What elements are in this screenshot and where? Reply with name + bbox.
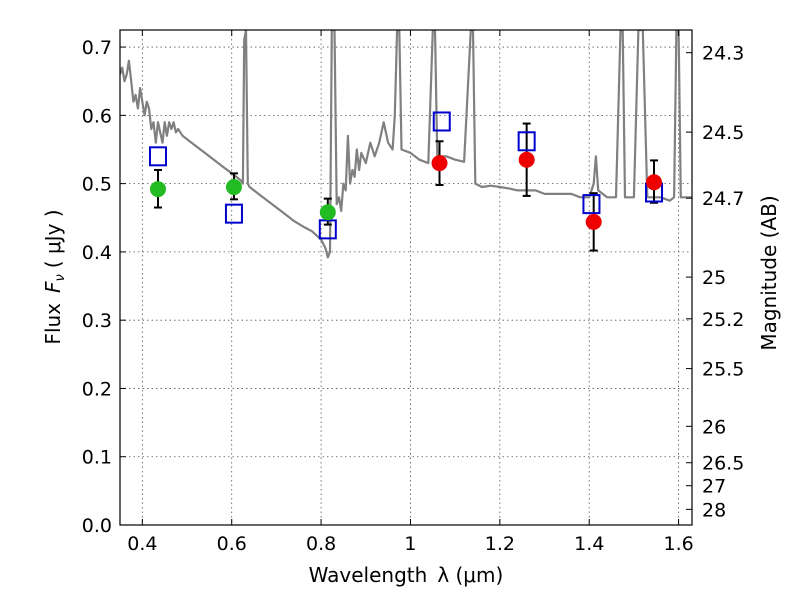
y-tick-label: 0.4 bbox=[82, 242, 112, 264]
model-photometry-box bbox=[582, 194, 601, 215]
x-tick-label: 0.6 bbox=[217, 533, 247, 555]
grid-layer bbox=[120, 30, 692, 526]
y2-tick-label: 28 bbox=[702, 499, 726, 521]
red-data-point bbox=[646, 174, 663, 191]
x-tick-label: 1.6 bbox=[663, 533, 693, 555]
y-tick-label: 0.0 bbox=[82, 515, 112, 537]
y2-tick-label: 25 bbox=[702, 267, 726, 289]
model-photometry-layer bbox=[148, 111, 664, 240]
x-tick-label: 1 bbox=[404, 533, 416, 555]
y-axis-title: FluxFν( μJy ) bbox=[41, 209, 68, 344]
y2-tick-label: 27 bbox=[702, 476, 726, 498]
green-data-point bbox=[225, 179, 242, 196]
x-tick-label: 0.4 bbox=[127, 533, 157, 555]
model-photometry-box bbox=[432, 111, 451, 132]
model-photometry-box bbox=[148, 146, 167, 167]
y-tick-label: 0.1 bbox=[82, 447, 112, 469]
model-photometry-box bbox=[318, 219, 337, 240]
x-tick-label: 1.4 bbox=[574, 533, 604, 555]
plot-frame bbox=[119, 29, 693, 526]
y2-tick-label: 25.2 bbox=[702, 309, 744, 331]
y-tick-label: 0.5 bbox=[82, 174, 112, 196]
y2-tick-label: 25.5 bbox=[702, 359, 744, 381]
y-tick-label: 0.7 bbox=[82, 37, 112, 59]
red-data-point bbox=[585, 213, 602, 230]
y2-tick-label: 24.5 bbox=[702, 122, 744, 144]
y-tick-label: 0.6 bbox=[82, 105, 112, 127]
y2-axis-title: Magnitude (AB) bbox=[757, 195, 781, 350]
model-photometry-box bbox=[224, 203, 243, 224]
x-tick-label: 0.8 bbox=[306, 533, 336, 555]
y2-tick-label: 24.3 bbox=[702, 43, 744, 65]
plot-area bbox=[120, 30, 692, 259]
y-tick-label: 0.2 bbox=[82, 378, 112, 400]
model-photometry-box bbox=[517, 131, 536, 152]
y-tick-label: 0.3 bbox=[82, 310, 112, 332]
green-data-point bbox=[149, 181, 166, 198]
red-data-point bbox=[518, 151, 535, 168]
observed-points-layer bbox=[149, 151, 663, 230]
y2-tick-label: 26 bbox=[702, 416, 726, 438]
x-axis-title: Wavelength λ (μm) bbox=[309, 563, 504, 587]
model-spectrum-line bbox=[120, 30, 692, 259]
green-data-point bbox=[319, 204, 336, 221]
y2-tick-label: 26.5 bbox=[702, 453, 744, 475]
x-tick-label: 1.2 bbox=[485, 533, 515, 555]
red-data-point bbox=[431, 155, 448, 172]
y2-tick-label: 24.7 bbox=[702, 188, 744, 210]
ticks-layer: 0.4 0.6 0.8 1 1.2 1.4 1.6 0.0 0.1 0.2 0.3 0.4 0.5 0.6… bbox=[82, 30, 744, 555]
